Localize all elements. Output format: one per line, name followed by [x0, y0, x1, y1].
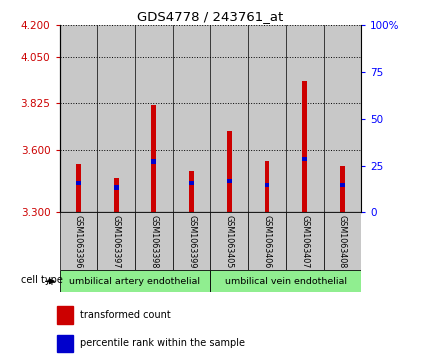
Bar	[189, 171, 194, 212]
Bar	[323, 212, 361, 270]
Text: GSM1063397: GSM1063397	[112, 215, 121, 269]
Bar	[57, 335, 73, 352]
Bar	[135, 212, 173, 270]
Text: GSM1063406: GSM1063406	[263, 215, 272, 269]
Text: GSM1063399: GSM1063399	[187, 215, 196, 269]
Bar	[189, 181, 194, 185]
Bar	[60, 270, 210, 292]
Bar	[151, 159, 156, 164]
Text: percentile rank within the sample: percentile rank within the sample	[80, 338, 245, 348]
Bar	[227, 131, 232, 212]
Text: umbilical artery endothelial: umbilical artery endothelial	[69, 277, 201, 286]
Text: cell type: cell type	[21, 275, 63, 285]
Bar	[210, 25, 248, 212]
Text: GSM1063396: GSM1063396	[74, 215, 83, 269]
Bar	[302, 157, 307, 162]
Bar	[340, 183, 345, 187]
Bar	[60, 25, 97, 212]
Text: GSM1063405: GSM1063405	[225, 215, 234, 269]
Bar	[151, 105, 156, 212]
Bar	[76, 181, 81, 185]
Bar	[286, 212, 323, 270]
Bar	[76, 164, 81, 212]
Bar	[57, 306, 73, 323]
Text: umbilical vein endothelial: umbilical vein endothelial	[225, 277, 347, 286]
Bar	[264, 162, 269, 212]
Text: GSM1063398: GSM1063398	[149, 215, 158, 269]
Bar	[97, 25, 135, 212]
Bar	[227, 179, 232, 183]
Text: transformed count: transformed count	[80, 310, 171, 320]
Bar	[210, 212, 248, 270]
Bar	[286, 25, 323, 212]
Text: GSM1063408: GSM1063408	[338, 215, 347, 269]
Bar	[264, 183, 269, 187]
Bar	[323, 25, 361, 212]
Bar	[248, 25, 286, 212]
Bar	[340, 166, 345, 212]
Bar	[60, 212, 97, 270]
Bar	[302, 82, 307, 212]
Bar	[210, 270, 361, 292]
Bar	[113, 178, 119, 212]
Title: GDS4778 / 243761_at: GDS4778 / 243761_at	[137, 10, 283, 23]
Bar	[135, 25, 173, 212]
Bar	[248, 212, 286, 270]
Bar	[97, 212, 135, 270]
Bar	[173, 212, 210, 270]
Bar	[173, 25, 210, 212]
Text: GSM1063407: GSM1063407	[300, 215, 309, 269]
Bar	[113, 185, 119, 189]
